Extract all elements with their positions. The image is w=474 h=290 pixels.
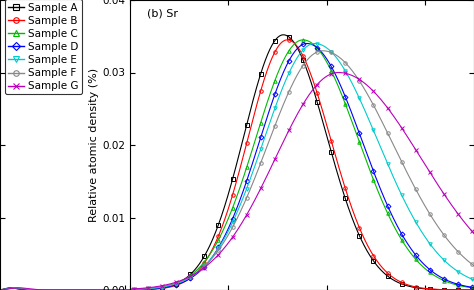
Text: (b) Sr: (b) Sr	[147, 9, 178, 19]
Y-axis label: Relative atomic density (%): Relative atomic density (%)	[90, 68, 100, 222]
Legend: Sample A, Sample B, Sample C, Sample D, Sample E, Sample F, Sample G: Sample A, Sample B, Sample C, Sample D, …	[5, 0, 82, 95]
